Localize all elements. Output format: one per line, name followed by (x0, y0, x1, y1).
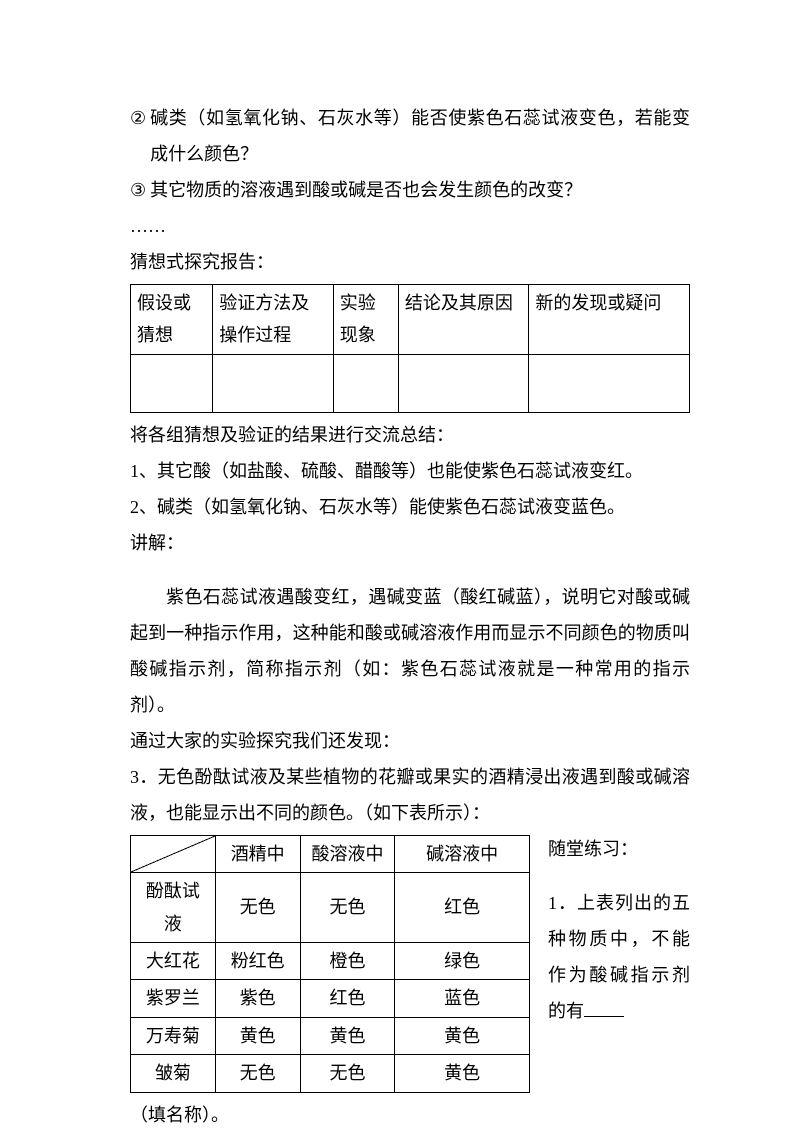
cell: 黄色 (395, 1055, 530, 1092)
th-base: 碱溶液中 (395, 835, 530, 872)
cell: 无色 (215, 873, 300, 943)
indicator-table-wrap: 酒精中 酸溶液中 碱溶液中 酚酞试液 无色 无色 红色 大红花 粉红色 橙色 绿… (130, 831, 530, 1097)
cell: 紫色 (215, 980, 300, 1017)
cell: 万寿菊 (131, 1017, 216, 1054)
hypothesis-report-table: 假设或猜想 验证方法及操作过程 实验现象 结论及其原因 新的发现或疑问 (130, 284, 690, 413)
question-list: ② 碱类（如氢氧化钠、石灰水等）能否使紫色石蕊试液变色，若能变成什么颜色？ ③ … (130, 100, 690, 208)
summary-intro: 将各组猜想及验证的结果进行交流总结： (130, 417, 690, 453)
spacer (130, 561, 690, 579)
practice-q1-trailing: （填名称）。 (130, 1097, 690, 1133)
report-heading: 猜想式探究报告： (130, 244, 690, 280)
cell: 紫罗兰 (131, 980, 216, 1017)
q1-text-part1: 1．上表列出的五种物质中，不能作为酸碱指示剂的有 (548, 893, 690, 1021)
cell: 皱菊 (131, 1055, 216, 1092)
cell: 蓝色 (395, 980, 530, 1017)
ellipsis: …… (130, 208, 690, 244)
summary-point-2: 2、碱类（如氢氧化钠、石灰水等）能使紫色石蕊试液变蓝色。 (130, 489, 690, 525)
question-text: 碱类（如氢氧化钠、石灰水等）能否使紫色石蕊试液变色，若能变成什么颜色？ (150, 100, 690, 172)
th-diagonal (131, 835, 216, 872)
table-row: 酚酞试液 无色 无色 红色 (131, 873, 530, 943)
cell: 黄色 (300, 1017, 395, 1054)
th-hypothesis: 假设或猜想 (131, 285, 213, 355)
document-body: ② 碱类（如氢氧化钠、石灰水等）能否使紫色石蕊试液变色，若能变成什么颜色？ ③ … (130, 100, 690, 1133)
th-conclusion: 结论及其原因 (398, 285, 528, 355)
question-text: 其它物质的溶液遇到酸或碱是否也会发生颜色的改变？ (150, 172, 690, 208)
q1-text-part2: （填名称）。 (130, 1105, 229, 1125)
practice-heading: 随堂练习： (548, 831, 690, 867)
cell: 绿色 (395, 942, 530, 979)
cell: 黄色 (215, 1017, 300, 1054)
th-new-finding: 新的发现或疑问 (529, 285, 690, 355)
th-acid: 酸溶液中 (300, 835, 395, 872)
question-item-2: ② 碱类（如氢氧化钠、石灰水等）能否使紫色石蕊试液变色，若能变成什么颜色？ (130, 100, 690, 172)
explain-body: 紫色石蕊试液遇酸变红，遇碱变蓝（酸红碱蓝），说明它对酸或碱起到一种指示作用，这种… (130, 579, 690, 723)
question-item-3: ③ 其它物质的溶液遇到酸或碱是否也会发生颜色的改变？ (130, 172, 690, 208)
table-row: 紫罗兰 紫色 红色 蓝色 (131, 980, 530, 1017)
empty-cell (131, 354, 213, 412)
spacer (548, 867, 690, 885)
summary-point-1: 1、其它酸（如盐酸、硫酸、醋酸等）也能使紫色石蕊试液变红。 (130, 453, 690, 489)
point-3: 3．无色酚酞试液及某些植物的花瓣或果实的酒精浸出液遇到酸或碱溶液，也能显示出不同… (130, 759, 690, 831)
fill-blank (584, 1016, 624, 1017)
empty-cell (333, 354, 398, 412)
cell: 无色 (215, 1055, 300, 1092)
num-marker: ② (130, 100, 146, 172)
table-row: 大红花 粉红色 橙色 绿色 (131, 942, 530, 979)
explain-label: 讲解： (130, 525, 690, 561)
empty-cell (529, 354, 690, 412)
empty-cell (398, 354, 528, 412)
discover-intro: 通过大家的实验探究我们还发现： (130, 723, 690, 759)
indicator-color-table: 酒精中 酸溶液中 碱溶液中 酚酞试液 无色 无色 红色 大红花 粉红色 橙色 绿… (130, 835, 530, 1093)
num-marker: ③ (130, 172, 146, 208)
cell: 无色 (300, 873, 395, 943)
cell: 橙色 (300, 942, 395, 979)
practice-column: 随堂练习： 1．上表列出的五种物质中，不能作为酸碱指示剂的有 (548, 831, 690, 1097)
q2-text: 碱类（如氢氧化钠、石灰水等）能否使紫色石蕊试液变色，若能变成什么颜色？ (150, 108, 690, 164)
th-phenomenon: 实验现象 (333, 285, 398, 355)
th-alcohol: 酒精中 (215, 835, 300, 872)
table-header-row: 假设或猜想 验证方法及操作过程 实验现象 结论及其原因 新的发现或疑问 (131, 285, 690, 355)
cell: 无色 (300, 1055, 395, 1092)
cell: 黄色 (395, 1017, 530, 1054)
empty-cell (213, 354, 333, 412)
table-row: 万寿菊 黄色 黄色 黄色 (131, 1017, 530, 1054)
th-method: 验证方法及操作过程 (213, 285, 333, 355)
cell: 红色 (300, 980, 395, 1017)
cell: 粉红色 (215, 942, 300, 979)
table-practice-row: 酒精中 酸溶液中 碱溶液中 酚酞试液 无色 无色 红色 大红花 粉红色 橙色 绿… (130, 831, 690, 1097)
cell: 酚酞试液 (131, 873, 216, 943)
table-empty-row (131, 354, 690, 412)
cell: 大红花 (131, 942, 216, 979)
cell: 红色 (395, 873, 530, 943)
practice-q1: 1．上表列出的五种物质中，不能作为酸碱指示剂的有 (548, 885, 690, 1029)
table-header-row: 酒精中 酸溶液中 碱溶液中 (131, 835, 530, 872)
table-row: 皱菊 无色 无色 黄色 (131, 1055, 530, 1092)
